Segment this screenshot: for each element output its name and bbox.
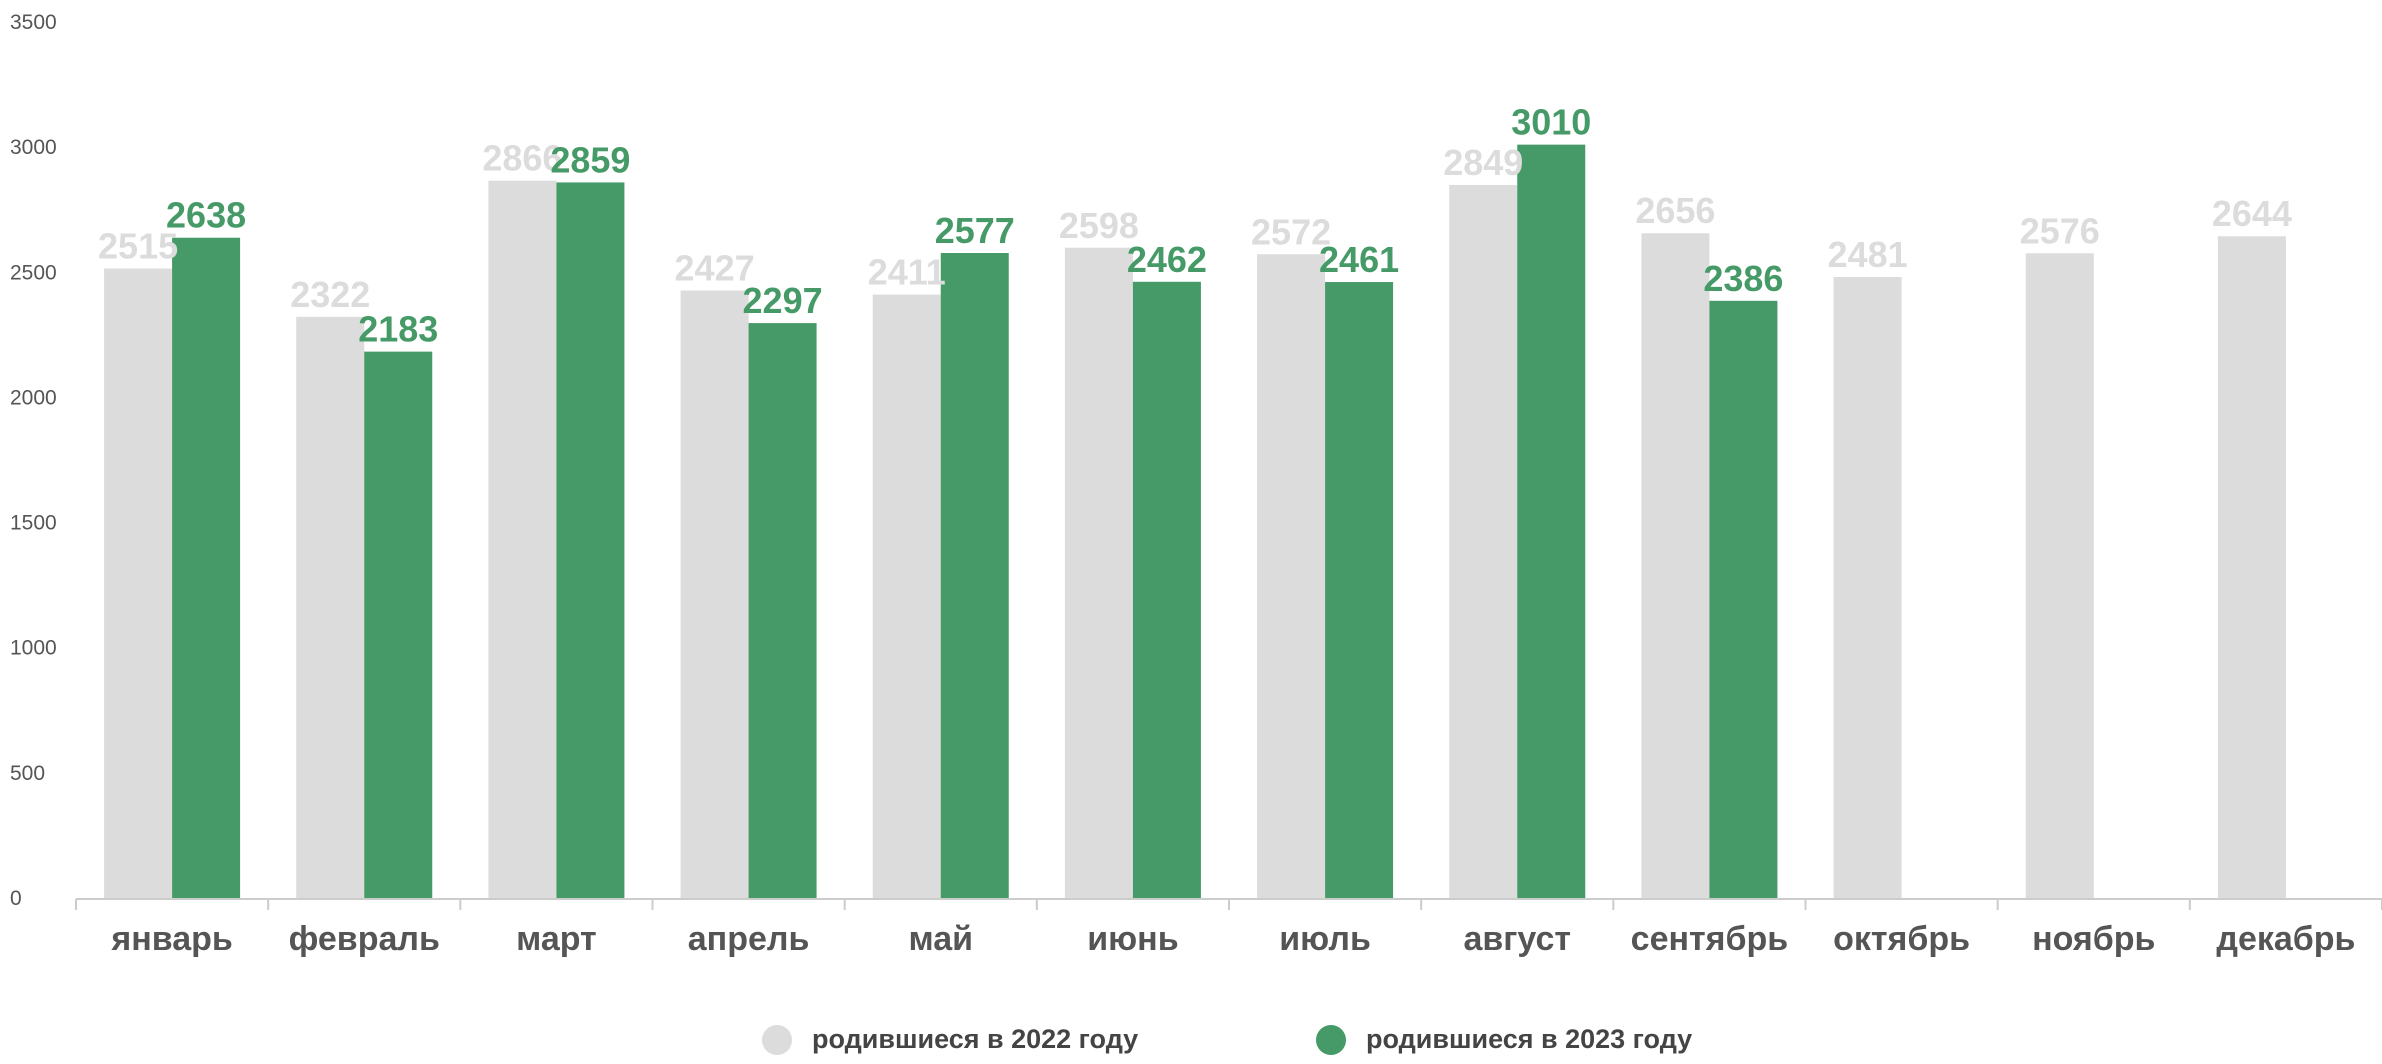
data-label-2022: 2866 — [482, 138, 562, 179]
data-label-2023: 2386 — [1703, 258, 1783, 299]
x-tick-label: июль — [1279, 920, 1371, 958]
y-tick-label: 3000 — [10, 136, 57, 159]
x-axis: январь февраль март апрель май июнь июль август… — [75, 898, 2382, 958]
bar-2022 — [1064, 247, 1133, 899]
bar-2022 — [488, 180, 557, 898]
bar-2023 — [1325, 282, 1394, 898]
bar-2022 — [1449, 184, 1518, 898]
bar-2022 — [2217, 236, 2286, 898]
legend-marker-2023 — [1316, 1024, 1346, 1055]
bar-chart: 0 500 1000 1500 2000 2500 3000 3500 2515 2322 286… — [10, 11, 2382, 958]
x-tick-label: июнь — [1087, 920, 1178, 958]
x-tick-label: декабрь — [2216, 920, 2355, 958]
data-label-2022: 2322 — [290, 274, 370, 315]
legend: родившиеся в 2022 году родившиеся в 2023… — [0, 1024, 2382, 1064]
bar-2023 — [940, 253, 1009, 898]
bar-2022 — [680, 290, 749, 898]
bars — [104, 144, 2286, 899]
x-tick-label: май — [908, 920, 973, 958]
data-label-2022: 2411 — [868, 252, 946, 293]
y-tick-label: 2000 — [10, 386, 57, 409]
y-tick-label: 500 — [10, 762, 45, 785]
data-label-2023: 2297 — [743, 280, 823, 321]
x-tick-label: сентябрь — [1631, 920, 1789, 958]
bar-2023 — [1132, 281, 1201, 898]
data-label-2023: 2461 — [1319, 239, 1399, 280]
data-label-2023: 2183 — [358, 309, 438, 350]
legend-label-2023: родившиеся в 2023 году — [1366, 1024, 1693, 1054]
data-label-2022: 2644 — [2212, 193, 2292, 234]
bar-2023 — [1517, 144, 1586, 898]
data-label-2022: 2656 — [1635, 190, 1715, 231]
bar-2022 — [1833, 277, 1902, 898]
data-label-2023: 3010 — [1511, 102, 1591, 143]
bar-2023 — [364, 351, 433, 898]
data-label-2022: 2481 — [1828, 234, 1908, 275]
legend-item-2022: родившиеся в 2022 году — [762, 1024, 1138, 1055]
x-tick-label: октябрь — [1833, 920, 1970, 958]
data-label-2023: 2577 — [935, 210, 1015, 251]
legend-marker-2022 — [762, 1024, 792, 1055]
y-tick-label: 0 — [10, 887, 22, 910]
y-tick-label: 1000 — [10, 637, 57, 660]
y-tick-label: 1500 — [10, 512, 57, 535]
data-label-2022: 2576 — [2020, 210, 2100, 251]
bar-2022 — [872, 294, 941, 898]
x-tick-label: август — [1463, 920, 1571, 958]
data-label-2023: 2859 — [550, 139, 630, 180]
x-tick-label: январь — [110, 920, 232, 958]
x-tick-label: март — [516, 920, 597, 958]
data-label-2022: 2427 — [675, 248, 755, 289]
y-tick-label: 3500 — [10, 11, 57, 34]
data-label-2022: 2515 — [98, 226, 178, 267]
data-label-2022: 2572 — [1251, 211, 1331, 252]
bar-2023 — [748, 323, 817, 898]
bar-2022 — [296, 316, 365, 899]
data-label-2022: 2849 — [1443, 142, 1523, 183]
bar-2023 — [1709, 300, 1778, 898]
bar-2022 — [104, 268, 173, 898]
bar-2023 — [556, 182, 625, 899]
data-label-2023: 2638 — [166, 195, 246, 236]
bar-2022 — [1641, 233, 1710, 898]
data-label-2022: 2598 — [1059, 205, 1139, 246]
legend-label-2022: родившиеся в 2022 году — [812, 1024, 1139, 1054]
data-labels: 2515 2322 2866 2427 2411 2598 2572 2849 2656 2481… — [98, 102, 2292, 350]
y-axis: 0 500 1000 1500 2000 2500 3000 3500 — [10, 11, 57, 910]
bar-2022 — [1257, 254, 1326, 898]
y-tick-label: 2500 — [10, 261, 57, 284]
bar-2022 — [2025, 253, 2094, 898]
data-label-2023: 2462 — [1127, 239, 1207, 280]
legend-item-2023: родившиеся в 2023 году — [1316, 1024, 1692, 1055]
x-tick-label: ноябрь — [2032, 920, 2155, 958]
x-tick-label: апрель — [688, 920, 810, 958]
x-tick-label: февраль — [289, 920, 440, 958]
bar-2023 — [172, 237, 241, 899]
